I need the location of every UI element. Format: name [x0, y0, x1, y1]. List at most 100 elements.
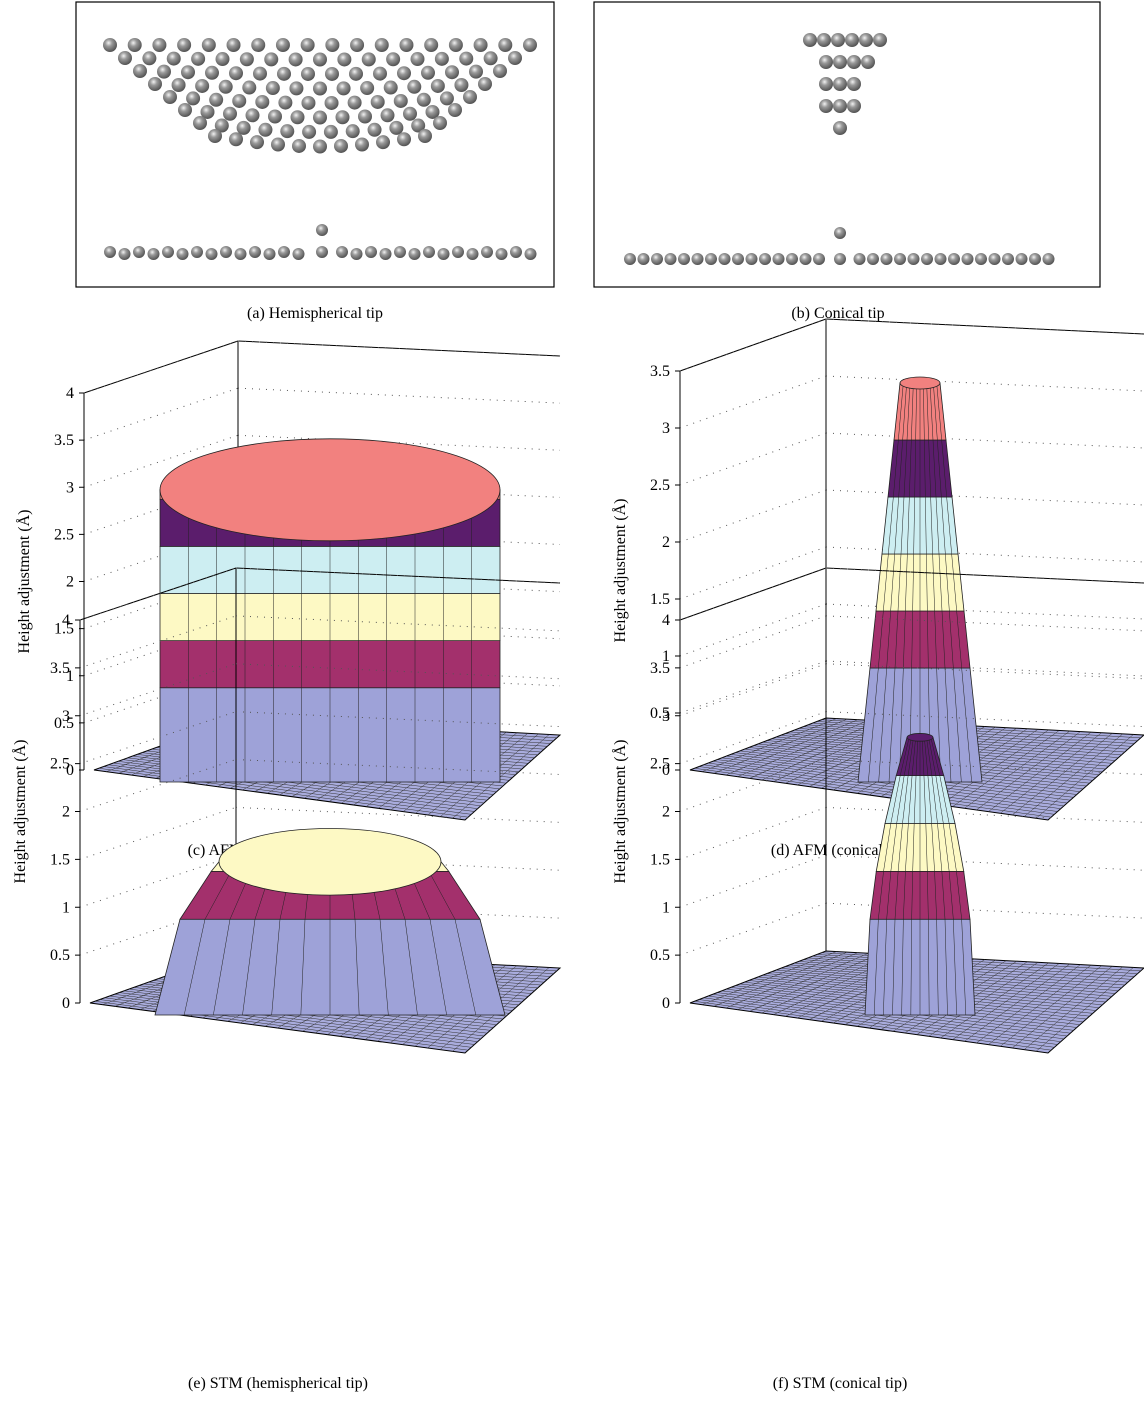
y-tick-label: 1.5	[650, 591, 670, 608]
atom	[362, 52, 376, 66]
atom	[371, 95, 385, 109]
atom	[417, 93, 431, 107]
atom	[873, 33, 887, 47]
y-axis-label: Height adjustment (Å)	[611, 740, 629, 884]
atom	[301, 67, 315, 81]
grid-line	[680, 616, 826, 668]
atom	[894, 253, 906, 265]
atom	[397, 132, 411, 146]
atom	[1043, 253, 1055, 265]
y-tick-label: 2.5	[650, 477, 670, 494]
surface-top	[907, 733, 933, 741]
y-tick-label: 3	[662, 708, 670, 725]
atom	[921, 253, 933, 265]
atom	[246, 108, 260, 122]
y-tick-label: 1.5	[650, 851, 670, 868]
atom	[157, 65, 171, 79]
y-tick-label: 0	[662, 995, 670, 1012]
y-axis-label: Height adjustment (Å)	[611, 499, 629, 643]
atom	[324, 125, 338, 139]
atom	[786, 253, 798, 265]
atom	[337, 81, 351, 95]
atom	[496, 248, 508, 260]
grid-line	[826, 616, 1144, 631]
grid-line	[680, 433, 826, 485]
grid-line	[84, 388, 238, 440]
atom	[142, 51, 156, 65]
atom	[355, 137, 369, 151]
atom	[348, 96, 362, 110]
atom	[847, 55, 861, 69]
atom	[177, 38, 191, 52]
atom	[867, 253, 879, 265]
atom	[833, 99, 847, 113]
atom	[510, 246, 522, 258]
atom	[293, 248, 305, 260]
atom	[448, 103, 462, 117]
atom	[336, 110, 350, 124]
atom	[292, 139, 306, 153]
atom	[384, 81, 398, 95]
y-tick-label: 3.5	[50, 660, 70, 677]
atom	[380, 248, 392, 260]
atom	[119, 248, 131, 260]
atom	[859, 33, 873, 47]
atom	[498, 38, 512, 52]
y-tick-label: 2	[66, 574, 74, 591]
atom	[445, 65, 459, 79]
atom	[278, 246, 290, 258]
caption: (e) STM (hemispherical tip)	[188, 1375, 368, 1392]
atom	[854, 253, 866, 265]
atom	[358, 109, 372, 123]
atom	[989, 253, 1001, 265]
atom	[962, 253, 974, 265]
atom	[253, 67, 267, 81]
atom	[834, 253, 846, 265]
atom	[719, 253, 731, 265]
atom	[454, 78, 468, 92]
grid-line	[238, 388, 560, 403]
grid-line	[826, 433, 1144, 448]
atom	[665, 253, 677, 265]
atom	[202, 38, 216, 52]
atom	[431, 79, 445, 93]
atom	[1016, 253, 1028, 265]
atom-illustration	[103, 33, 1055, 265]
atom	[847, 99, 861, 113]
atom	[365, 246, 377, 258]
grid-line	[680, 661, 826, 713]
atom	[229, 132, 243, 146]
atom	[219, 80, 233, 94]
grid-line	[680, 490, 826, 542]
y-tick-label: 3.5	[650, 363, 670, 380]
grid-line	[826, 604, 1144, 619]
y-axis-label: Height adjustment (Å)	[11, 740, 29, 884]
atom	[152, 38, 166, 52]
grid-line	[680, 855, 826, 907]
atom	[467, 248, 479, 260]
atom	[975, 253, 987, 265]
atom	[399, 38, 413, 52]
atom	[394, 94, 408, 108]
atom	[394, 246, 406, 258]
atom	[1029, 253, 1041, 265]
atom	[833, 55, 847, 69]
atom	[817, 33, 831, 47]
atom	[220, 246, 232, 258]
atom	[167, 52, 181, 66]
axis-line	[826, 319, 1144, 334]
atom	[325, 96, 339, 110]
atom	[208, 129, 222, 143]
atom	[523, 38, 537, 52]
atom	[313, 140, 327, 154]
atom	[148, 77, 162, 91]
atom	[948, 253, 960, 265]
atom	[692, 253, 704, 265]
atom	[223, 107, 237, 121]
atom	[118, 51, 132, 65]
grid-line	[238, 341, 560, 356]
figure: (a) Hemispherical tip (b) Conical tip 00…	[0, 0, 1144, 1403]
atom	[237, 121, 251, 135]
atom	[206, 248, 218, 260]
atom	[291, 110, 305, 124]
